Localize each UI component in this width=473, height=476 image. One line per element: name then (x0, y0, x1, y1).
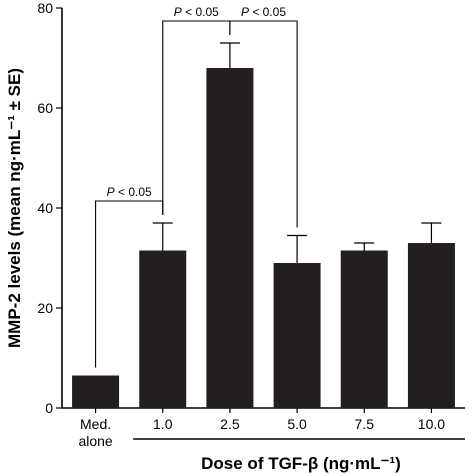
significance-bracket (229, 20, 298, 228)
bars (72, 68, 455, 408)
y-tick-label: 60 (37, 100, 53, 116)
x-axis-title: Dose of TGF-β (ng·mL⁻¹) (201, 454, 401, 473)
x-tick-label: 1.0 (153, 416, 173, 432)
x-tick-label: 2.5 (220, 416, 240, 432)
significance-label: P < 0.05 (174, 5, 219, 19)
significance-brackets: P < 0.05 P < 0.05 P < 0.05 (95, 5, 298, 368)
x-tick-label: 5.0 (287, 416, 307, 432)
x-tick-label: 10.0 (418, 416, 445, 432)
bar (273, 263, 321, 408)
bar (139, 250, 187, 408)
y-tick-label: 20 (37, 300, 53, 316)
x-tick-label: alone (78, 433, 112, 449)
x-axis: Med.alone 1.0 2.5 5.0 7.5 10.0 (62, 407, 465, 449)
error-bars (152, 42, 442, 263)
x-tick-label: 7.5 (355, 416, 375, 432)
bar (206, 68, 254, 408)
y-axis-title: MMP-2 levels (mean ng·mL⁻¹ ± SE) (5, 68, 24, 348)
y-tick-label: 40 (37, 200, 53, 216)
y-tick-label: 80 (37, 0, 53, 16)
y-tick-label: 0 (45, 400, 53, 416)
bar (340, 250, 388, 408)
y-axis: 0 20 40 60 80 (37, 0, 63, 416)
significance-label: P < 0.05 (107, 185, 152, 199)
bar (72, 375, 120, 408)
bar (407, 243, 455, 408)
significance-label: P < 0.05 (241, 5, 286, 19)
x-tick-label: Med. (80, 416, 111, 432)
